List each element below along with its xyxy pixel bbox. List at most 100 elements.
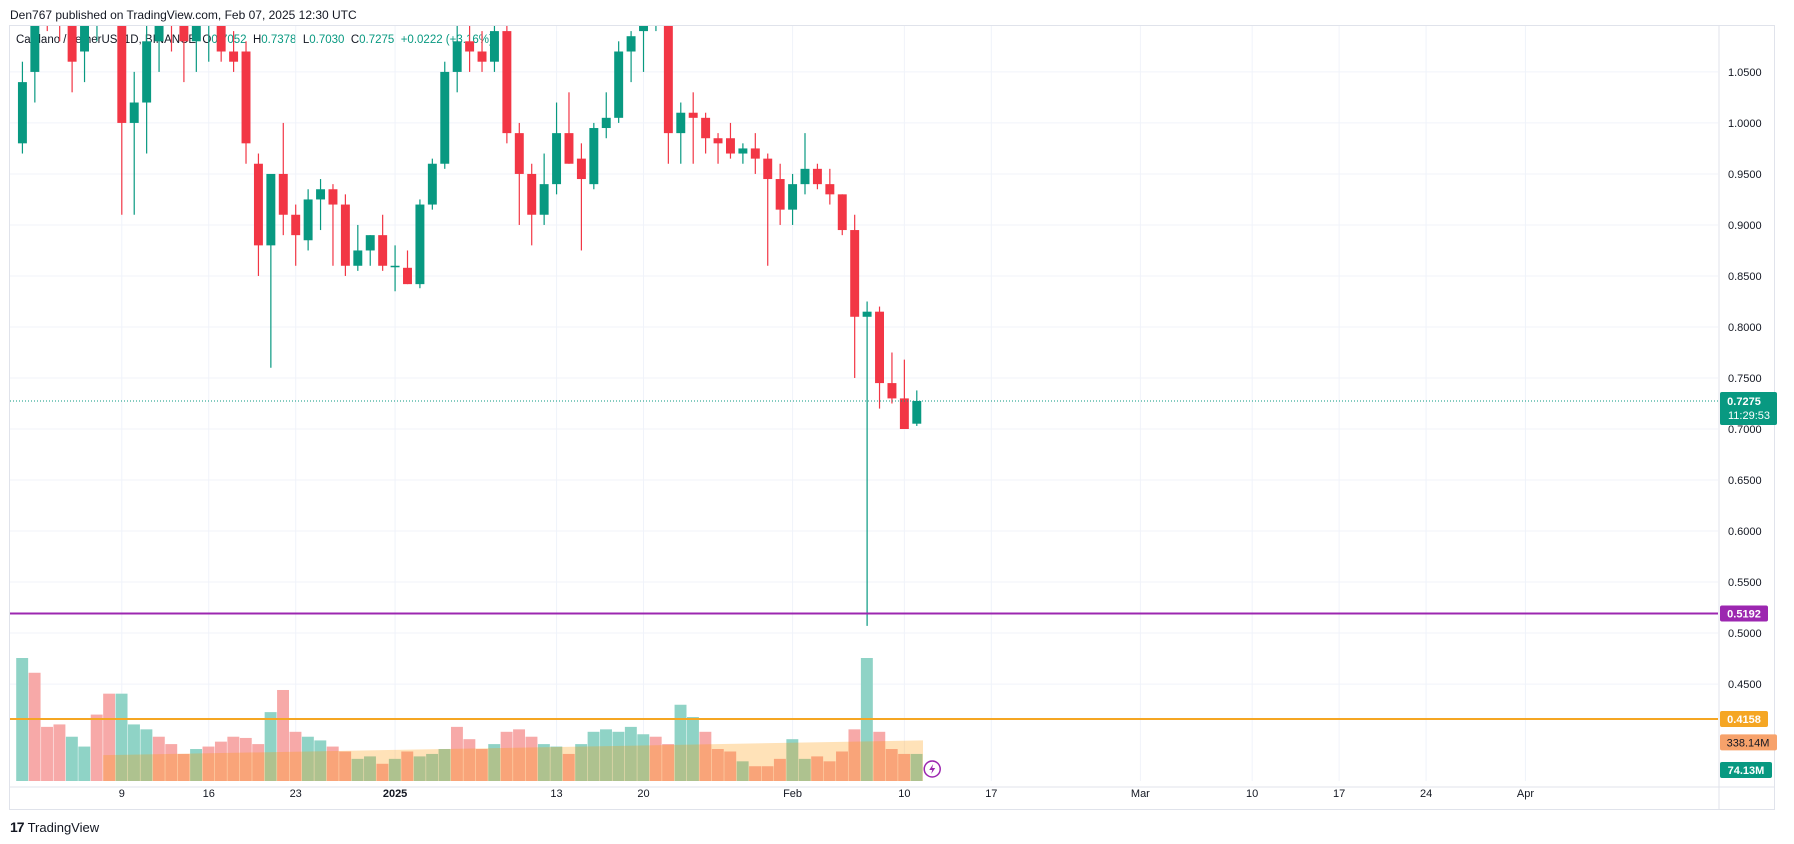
y-tick-label: 0.5500 — [1728, 577, 1762, 589]
x-tick-label: 23 — [290, 788, 302, 800]
price-tag-label: 0.5192 — [1727, 608, 1761, 620]
candle-body — [489, 31, 499, 62]
candle-body — [241, 51, 251, 144]
volume-ma-area — [103, 740, 924, 781]
candle-body — [154, 26, 164, 42]
x-tick-label: 20 — [637, 788, 649, 800]
candle-body — [229, 51, 239, 62]
volume-bar — [214, 741, 227, 781]
volume-bar — [910, 753, 923, 781]
candle-body — [887, 383, 897, 399]
y-tick-label: 0.7000 — [1728, 424, 1762, 436]
candle-body — [725, 138, 735, 154]
y-tick-label: 0.9500 — [1728, 169, 1762, 181]
volume-bar — [488, 744, 501, 781]
volume-bar — [438, 749, 451, 781]
candle-body — [763, 158, 773, 180]
candle-body — [713, 138, 723, 144]
tradingview-footer[interactable]: 17 TradingView — [10, 819, 99, 835]
volume-bar — [550, 746, 563, 781]
volume-bar — [649, 736, 662, 781]
volume-bar — [190, 749, 203, 781]
x-tick-label: 10 — [1246, 788, 1258, 800]
volume-ma-label: 338.14M — [1727, 737, 1770, 749]
volume-bar — [65, 736, 78, 781]
candle-body — [614, 51, 624, 118]
candle-body — [738, 148, 748, 154]
volume-bar — [500, 731, 513, 781]
volume-bar — [624, 726, 637, 781]
volume-bar — [674, 704, 687, 781]
candle-body — [502, 31, 512, 134]
volume-bar — [165, 744, 178, 781]
volume-bar — [78, 746, 91, 781]
volume-bar — [562, 753, 575, 781]
candle-body — [775, 179, 785, 210]
volume-bar — [103, 693, 116, 781]
candle-body — [316, 189, 326, 200]
candle-body — [589, 128, 599, 185]
volume-bar — [587, 731, 600, 781]
candle-body — [701, 117, 711, 139]
volume-bar — [724, 751, 737, 781]
volume-bar — [128, 724, 140, 781]
volume-bar — [252, 744, 265, 781]
volume-bar — [637, 734, 650, 781]
candle-body — [564, 133, 574, 164]
volume-bar — [736, 761, 749, 781]
volume-bar — [885, 749, 898, 781]
candle-body — [204, 0, 213, 21]
candle-body — [837, 194, 847, 231]
x-tick-label: Apr — [1517, 788, 1534, 800]
volume-bar — [115, 693, 128, 781]
volume-bar — [836, 751, 848, 781]
candle-body — [576, 158, 586, 180]
candle-body — [80, 26, 90, 52]
candle-body — [427, 163, 437, 205]
candle-body — [477, 51, 487, 62]
candle-body — [440, 71, 450, 164]
candle-body — [340, 204, 350, 266]
candle-body — [750, 148, 760, 159]
candle-body — [875, 311, 884, 384]
volume-bar — [823, 761, 836, 781]
y-tick-label: 0.4500 — [1728, 679, 1762, 691]
countdown-label: 11:29:53 — [1728, 410, 1770, 422]
last-price-tag — [1720, 391, 1777, 425]
volume-current-tag — [1720, 762, 1772, 778]
candle-body — [639, 26, 648, 32]
volume-bar — [537, 744, 550, 781]
volume-bar — [413, 756, 426, 781]
x-tick-label: 24 — [1420, 788, 1432, 800]
high-value: 0.7378 — [261, 34, 297, 46]
candle-body — [403, 267, 412, 285]
candle-body — [552, 133, 562, 185]
candle-body — [390, 265, 400, 268]
candle-body — [129, 102, 139, 123]
x-tick-label: 2025 — [383, 788, 407, 800]
candle-body — [142, 41, 152, 103]
candle-body — [353, 250, 363, 266]
volume-bar — [798, 758, 811, 781]
volume-ma-tag — [1720, 734, 1777, 751]
volume-bar — [699, 731, 712, 781]
candle-body — [378, 235, 388, 266]
chart-frame — [9, 25, 1775, 810]
y-tick-label: 0.7500 — [1728, 373, 1762, 385]
publisher-caption: Den767 published on TradingView.com, Feb… — [10, 8, 357, 22]
volume-bar — [314, 740, 327, 781]
volume-bar — [227, 736, 240, 781]
volume-bar — [786, 739, 799, 781]
y-tick-label: 0.8500 — [1728, 271, 1762, 283]
volume-bar — [873, 731, 886, 781]
candle-body — [452, 41, 462, 72]
volume-bar — [662, 744, 675, 781]
volume-bar — [339, 751, 352, 781]
volume-bar — [264, 712, 277, 781]
volume-bar — [90, 714, 103, 781]
candle-body — [365, 235, 375, 251]
volume-bar — [525, 736, 538, 781]
y-tick-label: 0.5000 — [1728, 628, 1762, 640]
x-tick-label: 17 — [985, 788, 997, 800]
